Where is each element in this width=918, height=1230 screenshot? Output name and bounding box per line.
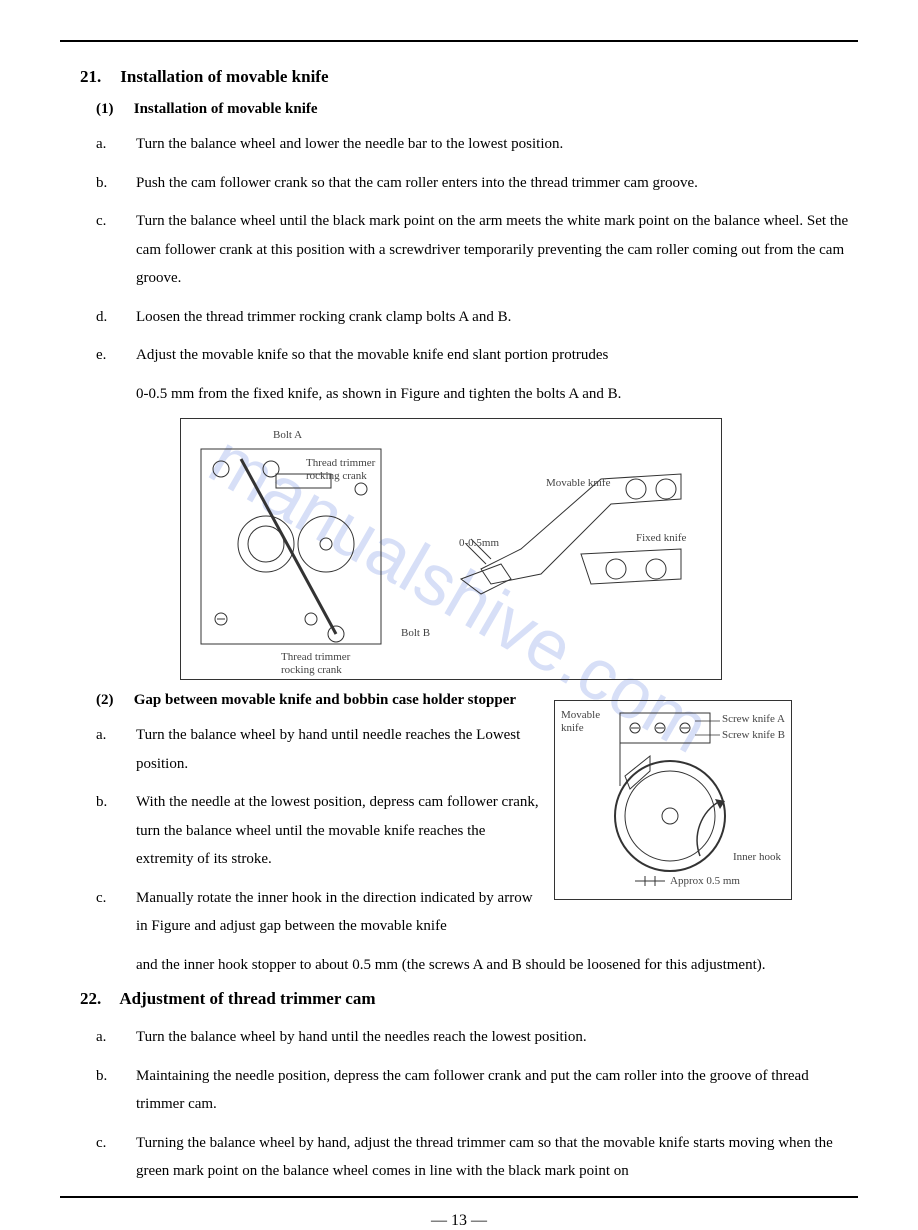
fig1-trimmer1: Thread trimmer rocking crank — [306, 457, 386, 483]
figure-1: Bolt A Thread trimmer rocking crank Bolt… — [180, 418, 722, 680]
item-text: Turn the balance wheel by hand until the… — [136, 1023, 858, 1052]
section-22-number: 22. — [80, 989, 116, 1009]
fig2-approx: Approx 0.5 mm — [670, 875, 740, 888]
section-21-number: 21. — [80, 67, 116, 87]
fig1-movknife: Movable knife — [546, 477, 610, 490]
fig1-trimmer2: Thread trimmer rocking crank — [281, 651, 361, 677]
sub-2-title-text: Gap between movable knife and bobbin cas… — [134, 692, 516, 708]
section-22-title-text: Adjustment of thread trimmer cam — [119, 989, 375, 1008]
item-letter: d. — [96, 303, 136, 332]
item-text: Turn the balance wheel by hand until nee… — [136, 721, 546, 778]
item-text: With the needle at the lowest position, … — [136, 788, 546, 874]
item-22-b: b. Maintaining the needle position, depr… — [96, 1062, 858, 1119]
item-21-1-d: d. Loosen the thread trimmer rocking cra… — [96, 303, 858, 332]
section-21-title-text: Installation of movable knife — [120, 67, 328, 86]
item-text: Maintaining the needle position, depress… — [136, 1062, 858, 1119]
item-21-1-b: b. Push the cam follower crank so that t… — [96, 169, 858, 198]
fig1-dim: 0-0.5mm — [459, 537, 499, 550]
sub-1-number: (1) — [96, 101, 130, 118]
item-text: Loosen the thread trimmer rocking crank … — [136, 303, 858, 332]
item-letter: b. — [96, 1062, 136, 1119]
item-letter: a. — [96, 130, 136, 159]
item-21-1-a: a. Turn the balance wheel and lower the … — [96, 130, 858, 159]
item-21-2-c-cont: and the inner hook stopper to about 0.5 … — [136, 951, 858, 980]
item-21-1-c: c. Turn the balance wheel until the blac… — [96, 207, 858, 293]
item-letter: b. — [96, 788, 136, 874]
content: 21. Installation of movable knife (1) In… — [60, 40, 858, 1230]
item-21-1-e: e. Adjust the movable knife so that the … — [96, 341, 858, 370]
item-letter: b. — [96, 169, 136, 198]
top-rule — [60, 40, 858, 42]
sub-1-title: (1) Installation of movable knife — [96, 101, 858, 118]
item-text: Adjust the movable knife so that the mov… — [136, 341, 858, 370]
item-text: Turning the balance wheel by hand, adjus… — [136, 1129, 858, 1186]
bottom-rule — [60, 1196, 858, 1198]
figure-2: Movable knife Screw knife A Screw knife … — [554, 700, 792, 900]
sub-2-number: (2) — [96, 692, 130, 709]
sub-1-title-text: Installation of movable knife — [134, 101, 318, 117]
item-text: Push the cam follower crank so that the … — [136, 169, 858, 198]
figure-1-svg — [181, 419, 721, 679]
item-22-a: a. Turn the balance wheel by hand until … — [96, 1023, 858, 1052]
section-22-title: 22. Adjustment of thread trimmer cam — [80, 989, 858, 1009]
section-21-title: 21. Installation of movable knife — [80, 67, 858, 87]
item-letter: c. — [96, 1129, 136, 1186]
item-text: Manually rotate the inner hook in the di… — [136, 884, 546, 941]
item-letter: a. — [96, 721, 136, 778]
page: manualshive.com 21. Installation of mova… — [0, 0, 918, 1188]
item-text: Turn the balance wheel and lower the nee… — [136, 130, 858, 159]
item-letter: e. — [96, 341, 136, 370]
fig2-movknife: Movable knife — [561, 709, 611, 735]
fig2-screwB: Screw knife B — [722, 729, 785, 742]
page-number: — 13 — — [60, 1212, 858, 1230]
item-letter: c. — [96, 884, 136, 941]
item-21-1-e-cont: 0-0.5 mm from the fixed knife, as shown … — [136, 380, 858, 409]
item-letter: c. — [96, 207, 136, 293]
fig1-bolt-b: Bolt B — [401, 627, 430, 640]
item-22-c: c. Turning the balance wheel by hand, ad… — [96, 1129, 858, 1186]
fig1-bolt-a: Bolt A — [273, 429, 302, 442]
item-text: Turn the balance wheel until the black m… — [136, 207, 858, 293]
fig1-fixedknife: Fixed knife — [636, 532, 686, 545]
fig2-screwA: Screw knife A — [722, 713, 785, 726]
fig2-innerhook: Inner hook — [733, 851, 781, 864]
item-letter: a. — [96, 1023, 136, 1052]
